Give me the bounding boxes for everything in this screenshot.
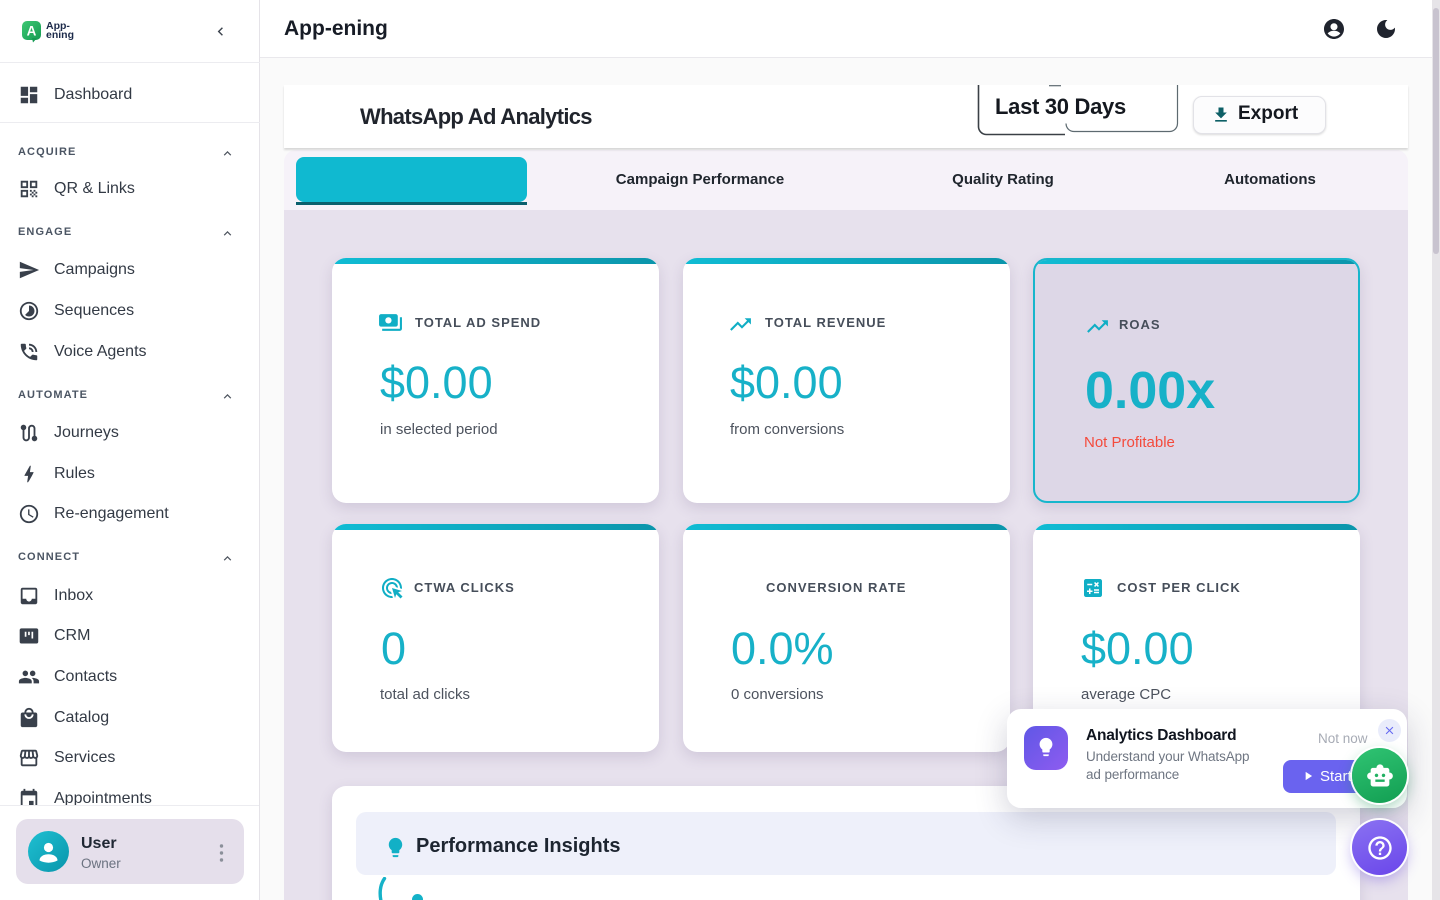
svg-text:A: A <box>27 24 37 39</box>
